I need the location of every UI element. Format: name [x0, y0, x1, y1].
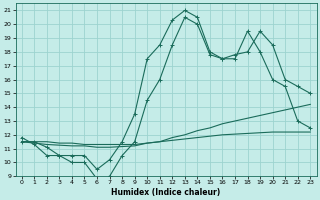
X-axis label: Humidex (Indice chaleur): Humidex (Indice chaleur) [111, 188, 221, 197]
